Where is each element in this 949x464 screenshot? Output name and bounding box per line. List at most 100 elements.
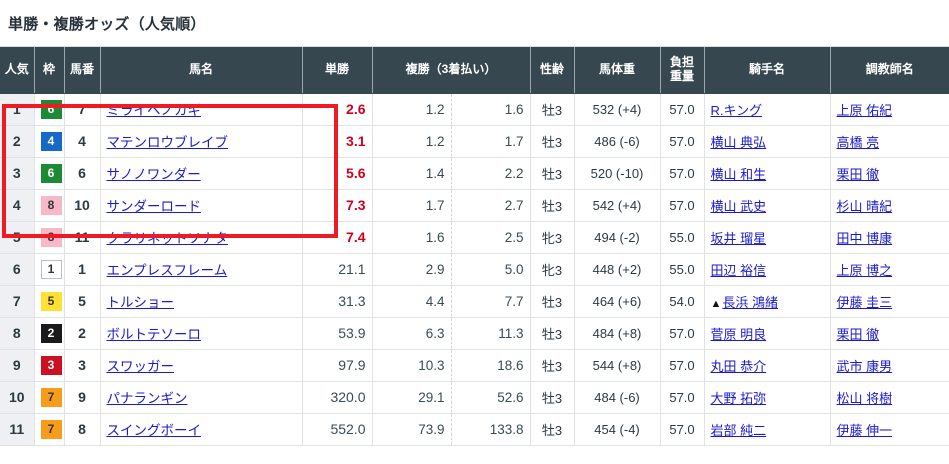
trainer-link[interactable]: 武市 康男 [836, 358, 893, 374]
trainer-link[interactable]: 栗田 徹 [836, 166, 880, 182]
cell-jockey: 岩部 純二 [704, 413, 831, 446]
jockey-link[interactable]: 田辺 裕信 [710, 262, 767, 278]
cell-sex-age: 牡3 [530, 285, 575, 318]
cell-body-weight: 494 (-2) [574, 221, 661, 254]
jockey-link[interactable]: 横山 典弘 [710, 134, 767, 150]
cell-body-weight: 520 (-10) [574, 157, 661, 190]
trainer-link[interactable]: 松山 将樹 [836, 390, 893, 406]
cell-popularity: 3 [0, 157, 35, 190]
cell-place-odds-high: 2.7 [451, 189, 531, 222]
place-odds-high-value: 1.6 [504, 101, 524, 117]
cell-popularity: 4 [0, 189, 35, 222]
win-odds-value: 7.4 [346, 229, 366, 245]
page-title-bar: 単勝・複勝オッズ（人気順） [0, 0, 949, 47]
horse-name-link[interactable]: サノノワンダー [106, 167, 201, 182]
cell-horse-no: 2 [64, 317, 101, 350]
cell-load-weight: 55.0 [660, 253, 705, 286]
col-header-place-odds: 複勝（3着払い） [372, 47, 531, 94]
jockey-link[interactable]: 長浜 鴻緒 [722, 294, 779, 310]
load-weight-line1: 負担 [669, 54, 694, 69]
horse-name-link[interactable]: マテンロウブレイブ [106, 135, 229, 150]
cell-place-odds-high: 1.7 [451, 125, 531, 158]
cell-horse-name: エンプレスフレーム [100, 253, 303, 286]
odds-table: 人気 枠 馬番 馬名 単勝 複勝（3着払い） 性齢 馬体重 負担 重量 騎手名 … [0, 47, 949, 446]
cell-horse-no: 9 [64, 381, 101, 414]
trainer-link[interactable]: 伊藤 圭三 [836, 294, 893, 310]
cell-body-weight: 486 (-6) [574, 125, 661, 158]
cell-body-weight: 542 (+4) [574, 189, 661, 222]
jockey-link[interactable]: 菅原 明良 [710, 326, 767, 342]
jockey-link[interactable]: 大野 拓弥 [710, 390, 767, 406]
frame-badge: 1 [40, 259, 62, 279]
cell-place-odds-high: 5.0 [451, 253, 531, 286]
place-odds-high-value: 2.7 [504, 197, 524, 213]
cell-trainer: 杉山 晴紀 [830, 189, 949, 222]
cell-trainer: 伊藤 圭三 [830, 285, 949, 318]
trainer-link[interactable]: 上原 博之 [836, 262, 893, 278]
trainer-link[interactable]: 杉山 晴紀 [836, 198, 893, 214]
cell-horse-name: スイングボーイ [100, 413, 303, 446]
cell-horse-name: マテンロウブレイブ [100, 125, 303, 158]
win-odds-value: 31.3 [338, 293, 366, 309]
header-row: 人気 枠 馬番 馬名 単勝 複勝（3着払い） 性齢 馬体重 負担 重量 騎手名 … [0, 47, 949, 94]
page-title: 単勝・複勝オッズ（人気順） [8, 15, 206, 33]
win-odds-value: 2.6 [346, 101, 366, 117]
place-odds-high-value: 2.2 [504, 165, 524, 181]
win-odds-value: 7.3 [346, 197, 366, 213]
cell-sex-age: 牡3 [530, 317, 575, 350]
trainer-link[interactable]: 上原 佑紀 [836, 102, 893, 118]
col-header-sex-age: 性齢 [530, 47, 575, 94]
cell-win-odds: 5.6 [302, 157, 373, 190]
horse-name-link[interactable]: パナランギン [106, 391, 188, 406]
frame-badge: 8 [40, 227, 62, 247]
horse-name-link[interactable]: エンプレスフレーム [106, 263, 228, 278]
horse-name-link[interactable]: トルショー [106, 295, 175, 310]
jockey-link[interactable]: 岩部 純二 [710, 422, 767, 438]
table-row: 5 8 11 クラリネットソナタ 7.4 1.6 2.5 牝3 494 (-2) 55.0 坂井 瑠… [0, 221, 949, 254]
cell-place-odds-high: 2.2 [451, 157, 531, 190]
cell-trainer: 武市 康男 [830, 349, 949, 382]
jockey-link[interactable]: 横山 和生 [710, 166, 767, 182]
cell-place-odds-low: 6.3 [372, 317, 452, 350]
cell-load-weight: 57.0 [660, 381, 705, 414]
cell-sex-age: 牡3 [530, 189, 575, 222]
trainer-link[interactable]: 栗田 徹 [836, 326, 880, 342]
place-odds-high-value: 11.3 [498, 325, 524, 341]
cell-horse-no: 3 [64, 349, 101, 382]
frame-badge: 5 [40, 291, 62, 311]
cell-win-odds: 320.0 [302, 381, 373, 414]
place-odds-high-value: 5.0 [504, 261, 524, 277]
cell-win-odds: 2.6 [302, 93, 373, 126]
odds-table-header: 人気 枠 馬番 馬名 単勝 複勝（3着払い） 性齢 馬体重 負担 重量 騎手名 … [0, 47, 949, 94]
cell-place-odds-high: 133.8 [451, 413, 531, 446]
cell-jockey: 田辺 裕信 [704, 253, 831, 286]
cell-trainer: 上原 博之 [830, 253, 949, 286]
cell-frame: 8 [34, 189, 65, 222]
cell-horse-name: ボルトテソーロ [100, 317, 303, 350]
col-header-frame: 枠 [34, 47, 65, 94]
jockey-link[interactable]: R.キング [710, 102, 763, 118]
horse-name-link[interactable]: スワッガー [106, 359, 175, 374]
load-weight-line2: 重量 [669, 68, 694, 83]
trainer-link[interactable]: 田中 博康 [836, 230, 893, 246]
table-row: 3 6 6 サノノワンダー 5.6 1.4 2.2 牡3 520 (-10) 57.0 横山 和生 栗… [0, 157, 949, 190]
place-odds-low-value: 1.4 [425, 165, 445, 181]
trainer-link[interactable]: 高橋 亮 [836, 134, 880, 150]
place-odds-low-value: 1.2 [425, 101, 445, 117]
col-header-win-odds: 単勝 [302, 47, 373, 94]
jockey-link[interactable]: 丸田 恭介 [710, 358, 767, 374]
horse-name-link[interactable]: クラリネットソナタ [106, 231, 229, 246]
cell-win-odds: 97.9 [302, 349, 373, 382]
jockey-link[interactable]: 横山 武史 [710, 198, 767, 214]
trainer-link[interactable]: 伊藤 伸一 [836, 422, 893, 438]
horse-name-link[interactable]: ボルトテソーロ [106, 327, 202, 342]
col-header-body-weight: 馬体重 [574, 47, 661, 94]
horse-name-link[interactable]: スイングボーイ [106, 423, 202, 438]
cell-frame: 7 [34, 413, 65, 446]
cell-horse-name: パナランギン [100, 381, 303, 414]
cell-place-odds-low: 1.6 [372, 221, 452, 254]
jockey-link[interactable]: 坂井 瑠星 [710, 230, 767, 246]
horse-name-link[interactable]: ミライヘノカギ [106, 103, 202, 118]
frame-badge: 4 [40, 131, 62, 151]
horse-name-link[interactable]: サンダーロード [106, 199, 202, 214]
